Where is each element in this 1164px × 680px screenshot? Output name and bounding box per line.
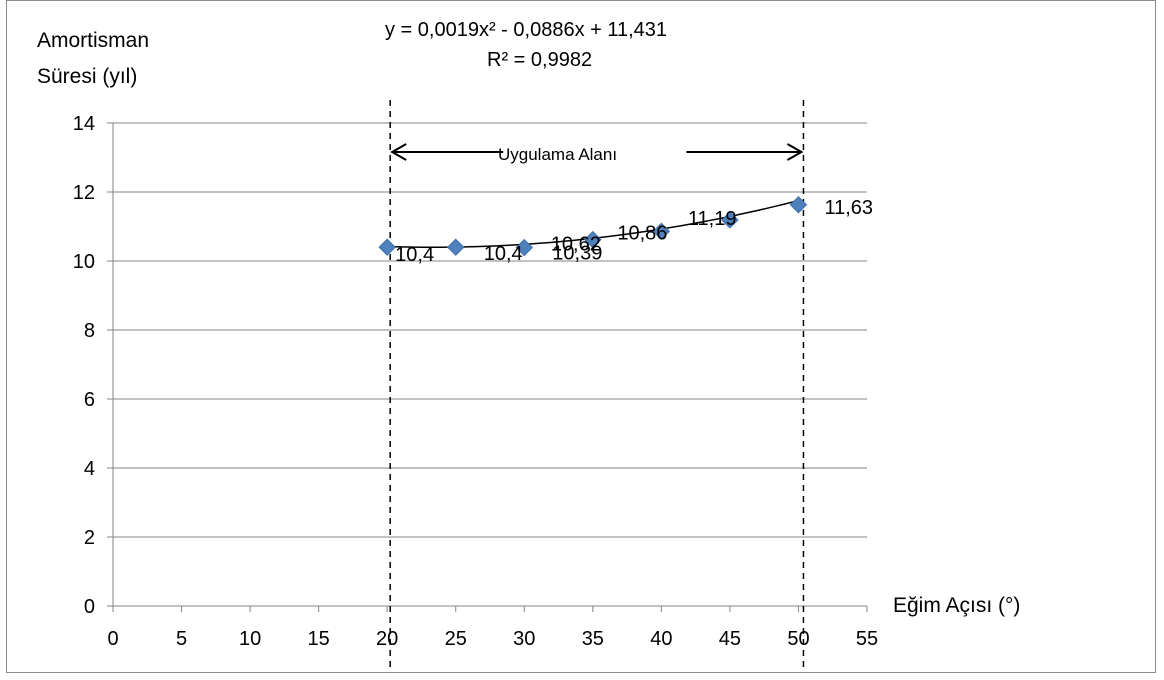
axes	[107, 122, 868, 612]
x-tick-label: 10	[239, 628, 261, 650]
y-tick-label: 12	[73, 182, 95, 204]
data-label: 10,4	[395, 244, 434, 266]
data-point-diamond	[584, 230, 602, 249]
trendline-equation: y = 0,0019x² - 0,0886x + 11,431	[385, 19, 668, 41]
data-label: 11,63	[824, 197, 873, 219]
data-label: 10,86	[617, 222, 667, 244]
y-tick-label: 10	[73, 251, 95, 273]
y-axis-title-line-2: Süresi (yıl)	[37, 65, 138, 88]
trendline-r-squared: R² = 0,9982	[487, 49, 593, 71]
data-point-diamond	[447, 238, 465, 256]
y-axis-title-line-1: Amortisman	[37, 29, 150, 52]
x-tick-label: 50	[787, 628, 809, 650]
range-left-arrowhead-icon	[390, 143, 407, 161]
data-point-diamond	[789, 196, 808, 214]
x-tick-label: 15	[308, 628, 330, 650]
x-tick-label: 30	[513, 628, 535, 650]
x-tick-label: 55	[856, 628, 878, 650]
x-tick-label: 25	[445, 628, 467, 650]
y-tick-label: 8	[84, 320, 95, 342]
data-point-diamond	[515, 238, 533, 257]
y-tick-label: 0	[84, 596, 95, 618]
x-tick-label: 20	[376, 628, 398, 650]
y-tick-label: 14	[73, 113, 95, 135]
data-label: 10,4	[484, 243, 523, 265]
data-label: 11,19	[688, 208, 737, 230]
y-tick-label: 2	[84, 527, 95, 549]
data-point-diamond	[378, 238, 396, 256]
x-tick-label: 5	[176, 628, 187, 650]
x-tick-label: 0	[107, 628, 118, 650]
tick-labels: 0 2 4 6 8 10 12 14 0 5 10 15 20 25 30 35 40 45 50 55	[73, 113, 878, 650]
y-tick-label: 4	[84, 458, 95, 480]
application-range: Uygulama Alanı	[389, 100, 805, 672]
range-right-arrowhead-icon	[786, 143, 804, 161]
x-tick-label: 35	[582, 628, 604, 650]
data-label: 10,62	[551, 234, 601, 256]
data-point-diamond	[652, 222, 671, 241]
y-tick-label: 6	[84, 389, 95, 411]
x-tick-label: 45	[719, 628, 741, 650]
chart-frame	[6, 0, 1156, 673]
gridlines	[113, 122, 867, 538]
data-point-diamond	[721, 211, 739, 229]
data-points	[378, 196, 808, 257]
x-axis-title: Eğim Açısı (°)	[893, 594, 1021, 617]
range-label: Uygulama Alanı	[498, 145, 617, 164]
x-tick-label: 40	[650, 628, 672, 650]
data-label: 10,39	[552, 243, 602, 265]
